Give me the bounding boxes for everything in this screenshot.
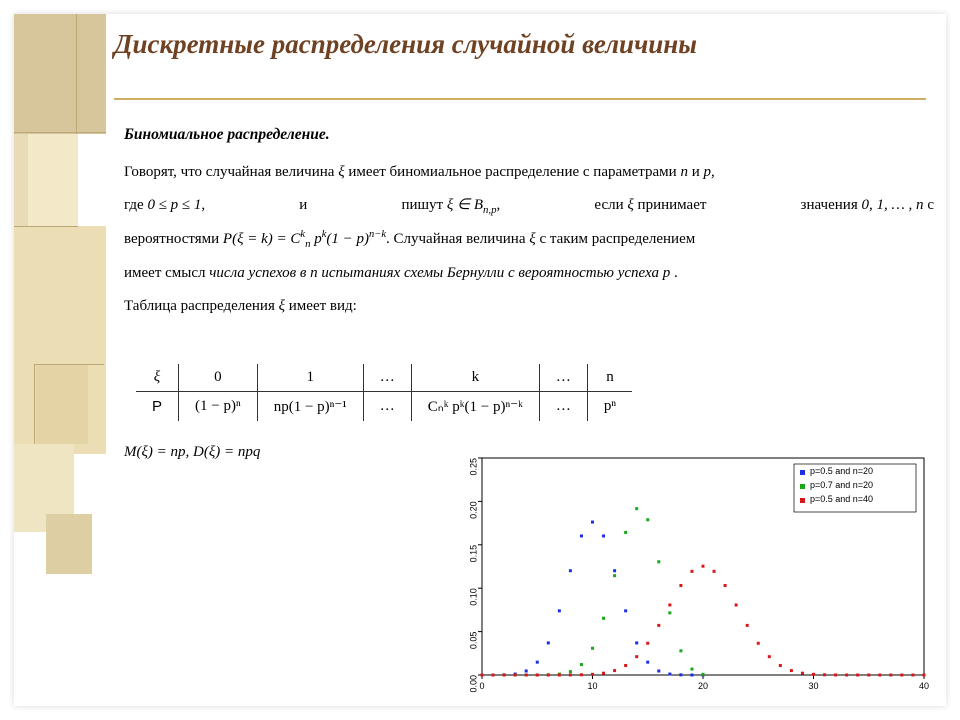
svg-text:0.10: 0.10 — [468, 588, 478, 606]
svg-text:p=0.5 and n=40: p=0.5 and n=40 — [810, 494, 873, 504]
svg-text:30: 30 — [808, 681, 818, 691]
table-row: P (1 − p)ⁿnp(1 − p)ⁿ⁻¹…Cₙᵏ pᵏ(1 − p)ⁿ⁻ᵏ…… — [136, 392, 632, 422]
svg-text:0.05: 0.05 — [468, 632, 478, 650]
distribution-table: ξ01…k…n P (1 − p)ⁿnp(1 − p)ⁿ⁻¹…Cₙᵏ pᵏ(1 … — [136, 364, 632, 421]
svg-text:20: 20 — [698, 681, 708, 691]
paragraph-2: где 0 ≤ p ≤ 1, и пишут ξ ∈ Bn,p, если ξ … — [124, 189, 934, 223]
paragraph-4: имеет смысл числа успехов в n испытаниях… — [124, 257, 934, 290]
slide: Дискретные распределения случайной велич… — [14, 14, 946, 706]
svg-text:0: 0 — [479, 681, 484, 691]
paragraph-5: Таблица распределения ξ имеет вид: — [124, 290, 934, 323]
svg-text:p=0.5 and n=20: p=0.5 and n=20 — [810, 466, 873, 476]
svg-text:0.20: 0.20 — [468, 501, 478, 519]
moments-formula: M(ξ) = np, D(ξ) = npq — [124, 444, 260, 461]
svg-text:0.15: 0.15 — [468, 545, 478, 563]
page-title: Дискретные распределения случайной велич… — [114, 28, 924, 60]
svg-text:0.00: 0.00 — [468, 675, 478, 693]
svg-text:0.25: 0.25 — [468, 458, 478, 476]
svg-text:40: 40 — [919, 681, 929, 691]
svg-text:10: 10 — [587, 681, 597, 691]
body-text: Биномиальное распределение. Говорят, что… — [124, 118, 934, 323]
left-ornament — [14, 14, 104, 706]
title-underline — [114, 98, 926, 100]
section-heading: Биномиальное распределение. — [124, 118, 934, 152]
binomial-chart: 0 10 20 30 40 0.00 0.05 0.10 0.15 0.20 0.25 p=0.5 a… — [434, 452, 934, 697]
table-row: ξ01…k…n — [136, 364, 632, 392]
svg-text:p=0.7 and n=20: p=0.7 and n=20 — [810, 480, 873, 490]
paragraph-3: вероятностями P(ξ = k) = Ckn pk(1 − p)n−… — [124, 223, 934, 257]
paragraph-1: Говорят, что случайная величина ξ имеет … — [124, 156, 934, 189]
